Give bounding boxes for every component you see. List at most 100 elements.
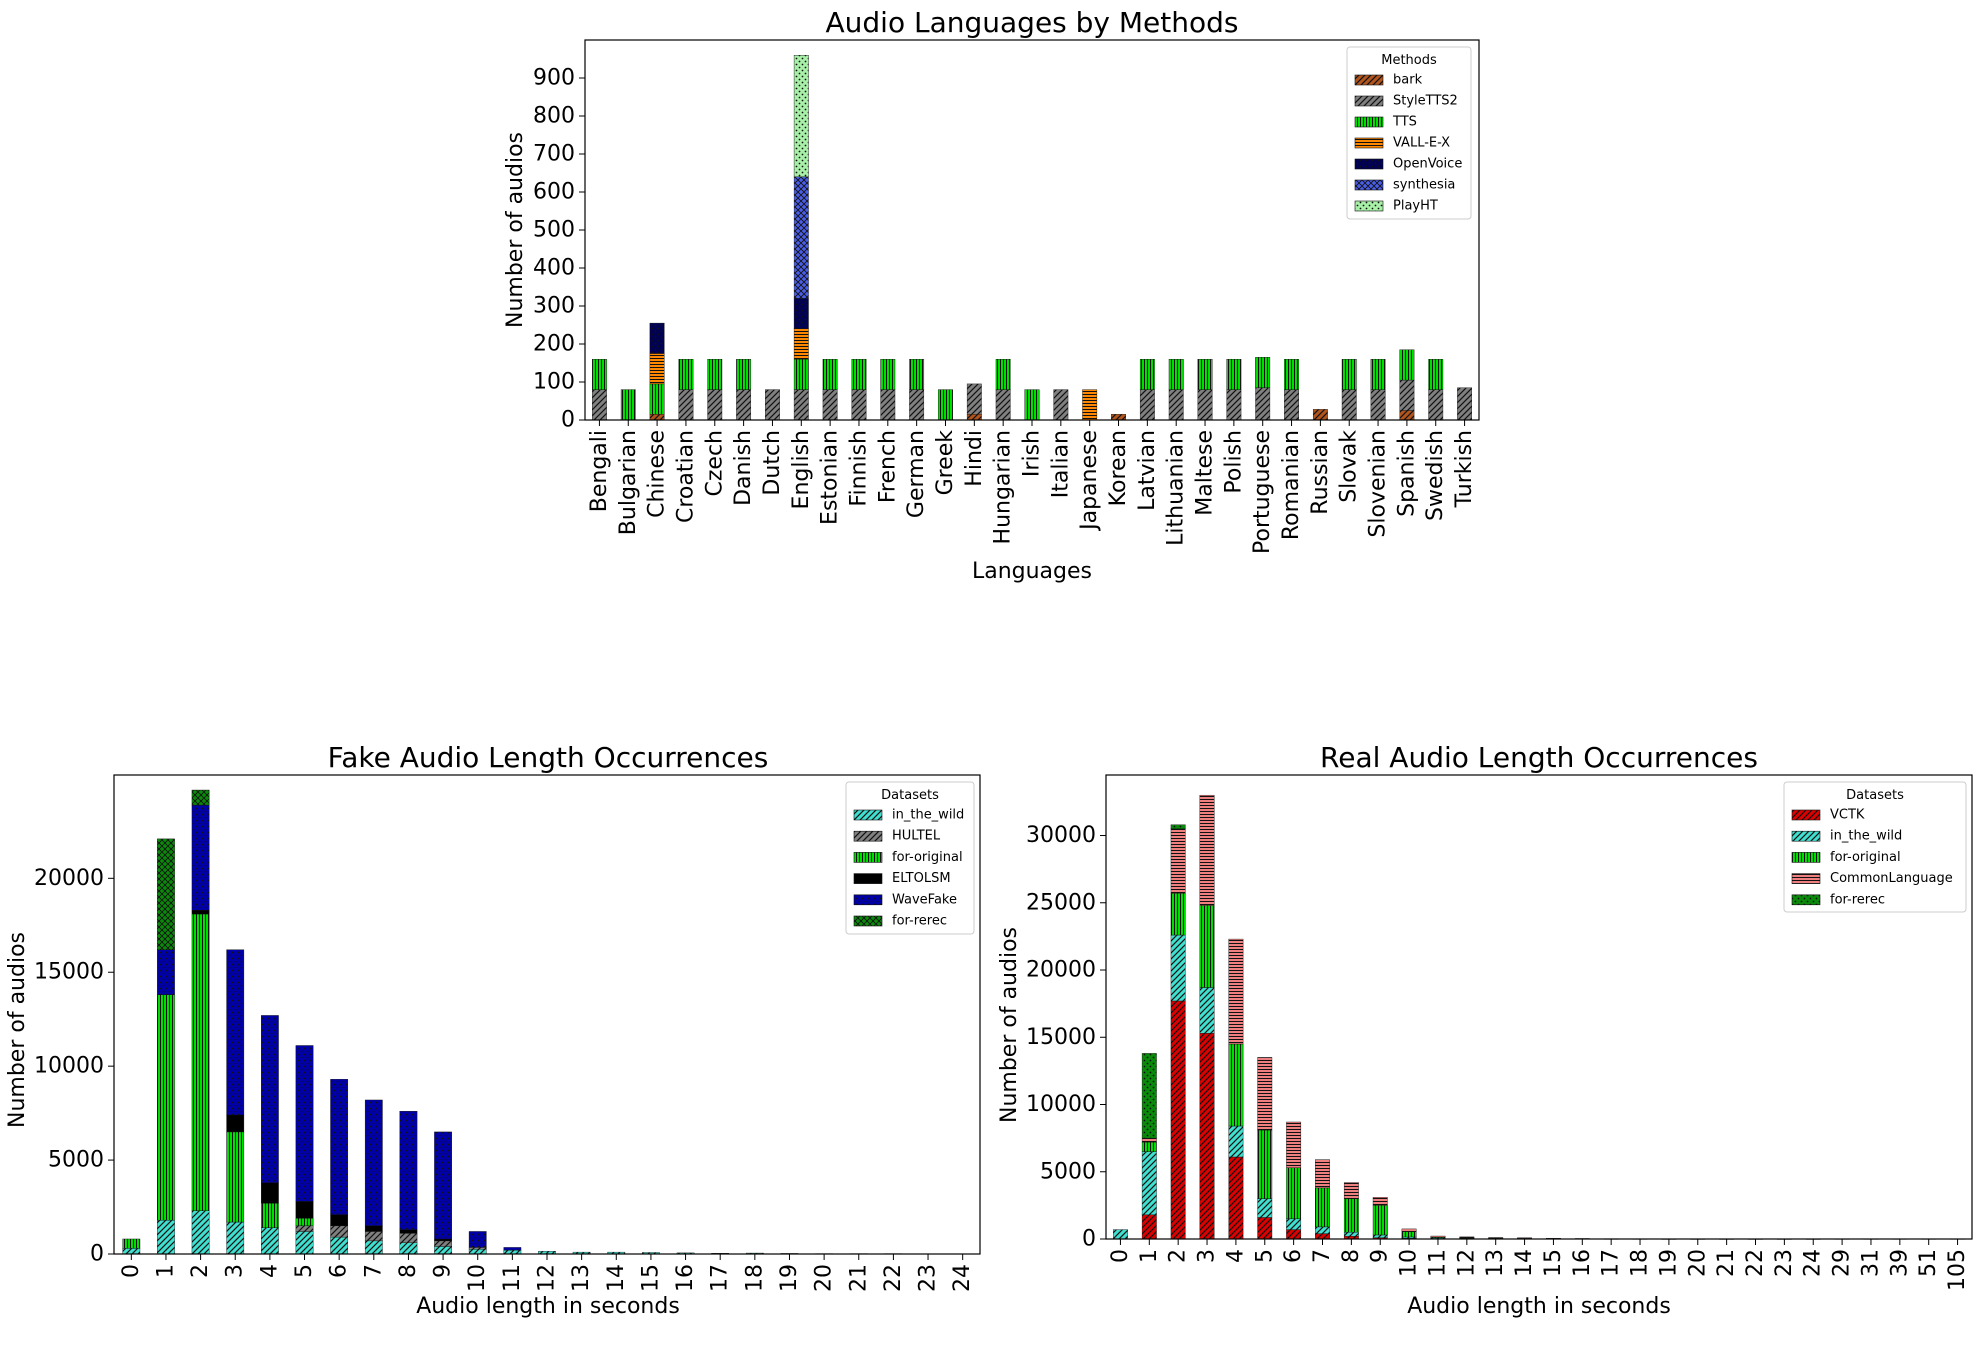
bar-segment — [157, 949, 175, 995]
bar-segment — [503, 1247, 522, 1251]
bar-segment — [1370, 389, 1386, 421]
bar-segment — [1170, 893, 1186, 936]
bar-segment — [1257, 1198, 1273, 1218]
bar-segment — [822, 389, 838, 421]
legend-label: bark — [1393, 73, 1423, 88]
x-tick-label: Greek — [933, 430, 958, 496]
bar-segment — [678, 389, 694, 421]
x-tick-label: 2 — [188, 1264, 213, 1278]
bar-segment — [434, 1240, 452, 1247]
bar-segment — [226, 1131, 245, 1223]
bar-segment — [1370, 359, 1386, 390]
bar-segment — [707, 389, 723, 421]
legend-swatch — [853, 894, 883, 906]
x-axis-label: Languages — [972, 559, 1092, 584]
legend-swatch — [853, 873, 883, 884]
bar-segment — [1199, 905, 1215, 988]
bar-segment — [157, 838, 175, 950]
bar-segment — [122, 1248, 141, 1255]
bar-segment — [261, 1182, 279, 1204]
bar-segment — [295, 1225, 314, 1232]
bar-segment — [1315, 1233, 1330, 1240]
x-tick-label: 1 — [1137, 1249, 1162, 1263]
x-tick-label: Italian — [1048, 430, 1073, 498]
x-tick-label: 17 — [708, 1264, 733, 1292]
legend-swatch — [1791, 830, 1821, 842]
y-tick-label: 400 — [533, 256, 575, 281]
y-tick-label: 10000 — [1026, 1092, 1096, 1117]
legend-swatch — [1791, 894, 1821, 906]
x-tick-label: Finnish — [846, 430, 871, 507]
bar-segment — [592, 389, 607, 421]
bar-segment — [1082, 389, 1098, 421]
x-tick-label: 19 — [1656, 1249, 1681, 1277]
bar-segment — [295, 1045, 314, 1202]
x-tick-label: Russian — [1308, 430, 1333, 515]
legend-swatch — [1354, 74, 1384, 86]
bar-segment — [1284, 389, 1299, 421]
bar-segment — [793, 359, 809, 390]
y-tick-label: 20000 — [34, 866, 104, 891]
bar-segment — [1401, 1228, 1417, 1232]
bar-segment — [1111, 414, 1126, 421]
y-tick-label: 15000 — [34, 960, 104, 985]
bar-segment — [1255, 357, 1271, 388]
x-tick-label: 7 — [1310, 1249, 1335, 1263]
bar-segment — [966, 414, 982, 421]
x-tick-label: 39 — [1887, 1249, 1912, 1277]
bar-segment — [1372, 1234, 1388, 1238]
bar-segment — [468, 1231, 487, 1248]
bar-segment — [1257, 1129, 1273, 1199]
bar-segment — [1372, 1197, 1388, 1206]
bar-segment — [1255, 387, 1271, 421]
bar-segment — [1141, 1141, 1157, 1152]
x-tick-label: 5 — [1252, 1249, 1277, 1263]
legend-swatch — [853, 830, 883, 842]
bar-segment — [1312, 409, 1328, 421]
y-tick-label: 25000 — [1026, 890, 1096, 915]
legend-title: Datasets — [1846, 788, 1904, 803]
legend-swatch — [1354, 95, 1384, 107]
bar-segment — [1053, 389, 1069, 421]
legend-swatch — [1354, 200, 1384, 212]
bar-segment — [995, 389, 1011, 421]
bar-segment — [1343, 1198, 1359, 1233]
x-tick-label: 105 — [1945, 1249, 1970, 1291]
legend-swatch — [1791, 873, 1821, 884]
bar-segment — [1430, 1235, 1446, 1238]
bar-segment — [880, 359, 896, 390]
bar-segment — [1141, 1214, 1157, 1240]
bar-segment — [1315, 1187, 1330, 1228]
bar-segment — [909, 389, 925, 421]
bar-segment — [1228, 1043, 1244, 1127]
x-tick-label: Irish — [1020, 430, 1045, 477]
x-tick-label: 15 — [1541, 1249, 1566, 1277]
bar-segment — [1343, 1182, 1359, 1199]
bar-segment — [1113, 1229, 1128, 1240]
x-tick-label: Hungarian — [991, 430, 1016, 544]
bar-segment — [793, 55, 809, 177]
bar-segment — [364, 1099, 383, 1227]
x-tick-label: 6 — [1281, 1249, 1306, 1263]
bar-segment — [765, 389, 780, 421]
x-tick-label: 14 — [604, 1264, 629, 1292]
x-tick-label: Croatian — [673, 430, 698, 523]
legend-frame — [1346, 46, 1472, 220]
bar-segment — [364, 1240, 383, 1255]
x-tick-label: 12 — [535, 1264, 560, 1292]
bar-segment — [1315, 1226, 1330, 1234]
x-tick-label: 21 — [1714, 1249, 1739, 1277]
plot-frame — [584, 39, 1480, 421]
x-tick-labels: Bengali Bulgarian Chinese Croatian Czech Dani… — [587, 420, 1477, 554]
bar-segment — [1341, 389, 1357, 421]
x-tick-label: Slovenian — [1366, 430, 1391, 538]
bar-segment — [736, 389, 752, 421]
x-tick-label: 23 — [1772, 1249, 1797, 1277]
bar-segment — [191, 789, 210, 806]
legend-items: in_the_wild HULTEL for-original ELTOLSM Wave… — [853, 808, 964, 929]
bar-segment — [1228, 1125, 1244, 1158]
bar-segment — [1401, 1231, 1417, 1238]
chart-title: Audio Languages by Methods — [826, 6, 1239, 39]
legend-swatch — [1354, 137, 1384, 149]
